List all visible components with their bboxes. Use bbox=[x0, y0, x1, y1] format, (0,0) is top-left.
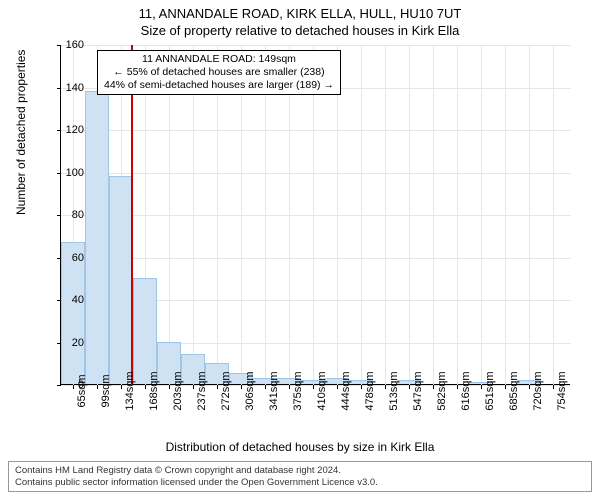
xtick-mark bbox=[505, 385, 506, 389]
attribution-footer: Contains HM Land Registry data © Crown c… bbox=[8, 461, 592, 492]
xtick-label: 685sqm bbox=[508, 371, 520, 410]
xtick-mark bbox=[529, 385, 530, 389]
ytick-label: 100 bbox=[44, 167, 84, 179]
xtick-label: 134sqm bbox=[124, 371, 136, 410]
ytick-label: 140 bbox=[44, 82, 84, 94]
annotation-line: 11 ANNANDALE ROAD: 149sqm bbox=[104, 53, 334, 66]
xtick-mark bbox=[145, 385, 146, 389]
footer-line2: Contains public sector information licen… bbox=[15, 477, 585, 488]
xtick-label: 513sqm bbox=[388, 371, 400, 410]
xtick-label: 444sqm bbox=[340, 371, 352, 410]
gridline-v bbox=[385, 45, 386, 385]
xtick-mark bbox=[337, 385, 338, 389]
xtick-mark bbox=[217, 385, 218, 389]
xtick-mark bbox=[97, 385, 98, 389]
gridline-v bbox=[241, 45, 242, 385]
xtick-label: 99sqm bbox=[100, 374, 112, 407]
xtick-mark bbox=[313, 385, 314, 389]
xtick-label: 651sqm bbox=[484, 371, 496, 410]
gridline-v bbox=[313, 45, 314, 385]
xtick-mark bbox=[409, 385, 410, 389]
xtick-label: 375sqm bbox=[292, 371, 304, 410]
xtick-mark bbox=[265, 385, 266, 389]
gridline-h bbox=[61, 45, 571, 46]
gridline-v bbox=[553, 45, 554, 385]
gridline-v bbox=[409, 45, 410, 385]
ytick-label: 80 bbox=[44, 209, 84, 221]
chart-container: 11, ANNANDALE ROAD, KIRK ELLA, HULL, HU1… bbox=[0, 0, 600, 500]
histogram-bar bbox=[109, 176, 133, 384]
x-axis-label: Distribution of detached houses by size … bbox=[0, 440, 600, 454]
gridline-v bbox=[169, 45, 170, 385]
gridline-v bbox=[481, 45, 482, 385]
xtick-label: 616sqm bbox=[460, 371, 472, 410]
xtick-mark bbox=[361, 385, 362, 389]
xtick-label: 168sqm bbox=[148, 371, 160, 410]
xtick-mark bbox=[193, 385, 194, 389]
y-axis-label: Number of detached properties bbox=[14, 50, 28, 215]
xtick-label: 582sqm bbox=[436, 371, 448, 410]
xtick-mark bbox=[433, 385, 434, 389]
inner-plot: 11 ANNANDALE ROAD: 149sqm← 55% of detach… bbox=[60, 45, 570, 385]
gridline-v bbox=[193, 45, 194, 385]
ytick-label: 160 bbox=[44, 39, 84, 51]
xtick-label: 341sqm bbox=[268, 371, 280, 410]
xtick-mark bbox=[169, 385, 170, 389]
xtick-label: 410sqm bbox=[316, 371, 328, 410]
gridline-h bbox=[61, 215, 571, 216]
xtick-mark bbox=[289, 385, 290, 389]
page-title: 11, ANNANDALE ROAD, KIRK ELLA, HULL, HU1… bbox=[0, 0, 600, 21]
gridline-v bbox=[217, 45, 218, 385]
page-subtitle: Size of property relative to detached ho… bbox=[0, 21, 600, 38]
xtick-mark bbox=[241, 385, 242, 389]
xtick-label: 754sqm bbox=[556, 371, 568, 410]
xtick-label: 272sqm bbox=[220, 371, 232, 410]
ytick-label: 40 bbox=[44, 294, 84, 306]
xtick-mark bbox=[385, 385, 386, 389]
histogram-bar bbox=[85, 91, 109, 384]
annotation-box: 11 ANNANDALE ROAD: 149sqm← 55% of detach… bbox=[97, 50, 341, 95]
xtick-mark bbox=[457, 385, 458, 389]
xtick-mark bbox=[553, 385, 554, 389]
xtick-label: 203sqm bbox=[172, 371, 184, 410]
gridline-v bbox=[265, 45, 266, 385]
xtick-mark bbox=[481, 385, 482, 389]
gridline-v bbox=[457, 45, 458, 385]
xtick-label: 237sqm bbox=[196, 371, 208, 410]
ytick-label: 20 bbox=[44, 337, 84, 349]
gridline-v bbox=[361, 45, 362, 385]
plot-area: 11 ANNANDALE ROAD: 149sqm← 55% of detach… bbox=[60, 45, 570, 385]
xtick-label: 720sqm bbox=[532, 371, 544, 410]
gridline-h bbox=[61, 173, 571, 174]
annotation-line: 44% of semi-detached houses are larger (… bbox=[104, 79, 334, 92]
gridline-v bbox=[337, 45, 338, 385]
reference-line bbox=[131, 45, 133, 385]
xtick-label: 306sqm bbox=[244, 371, 256, 410]
histogram-bar bbox=[133, 278, 157, 384]
footer-line1: Contains HM Land Registry data © Crown c… bbox=[15, 465, 585, 476]
ytick-label: 60 bbox=[44, 252, 84, 264]
gridline-h bbox=[61, 258, 571, 259]
gridline-v bbox=[289, 45, 290, 385]
xtick-label: 65sqm bbox=[76, 374, 88, 407]
xtick-label: 547sqm bbox=[412, 371, 424, 410]
ytick-label: 120 bbox=[44, 124, 84, 136]
annotation-line: ← 55% of detached houses are smaller (23… bbox=[104, 66, 334, 79]
xtick-label: 478sqm bbox=[364, 371, 376, 410]
xtick-mark bbox=[121, 385, 122, 389]
gridline-v bbox=[505, 45, 506, 385]
gridline-h bbox=[61, 130, 571, 131]
gridline-v bbox=[433, 45, 434, 385]
gridline-v bbox=[529, 45, 530, 385]
